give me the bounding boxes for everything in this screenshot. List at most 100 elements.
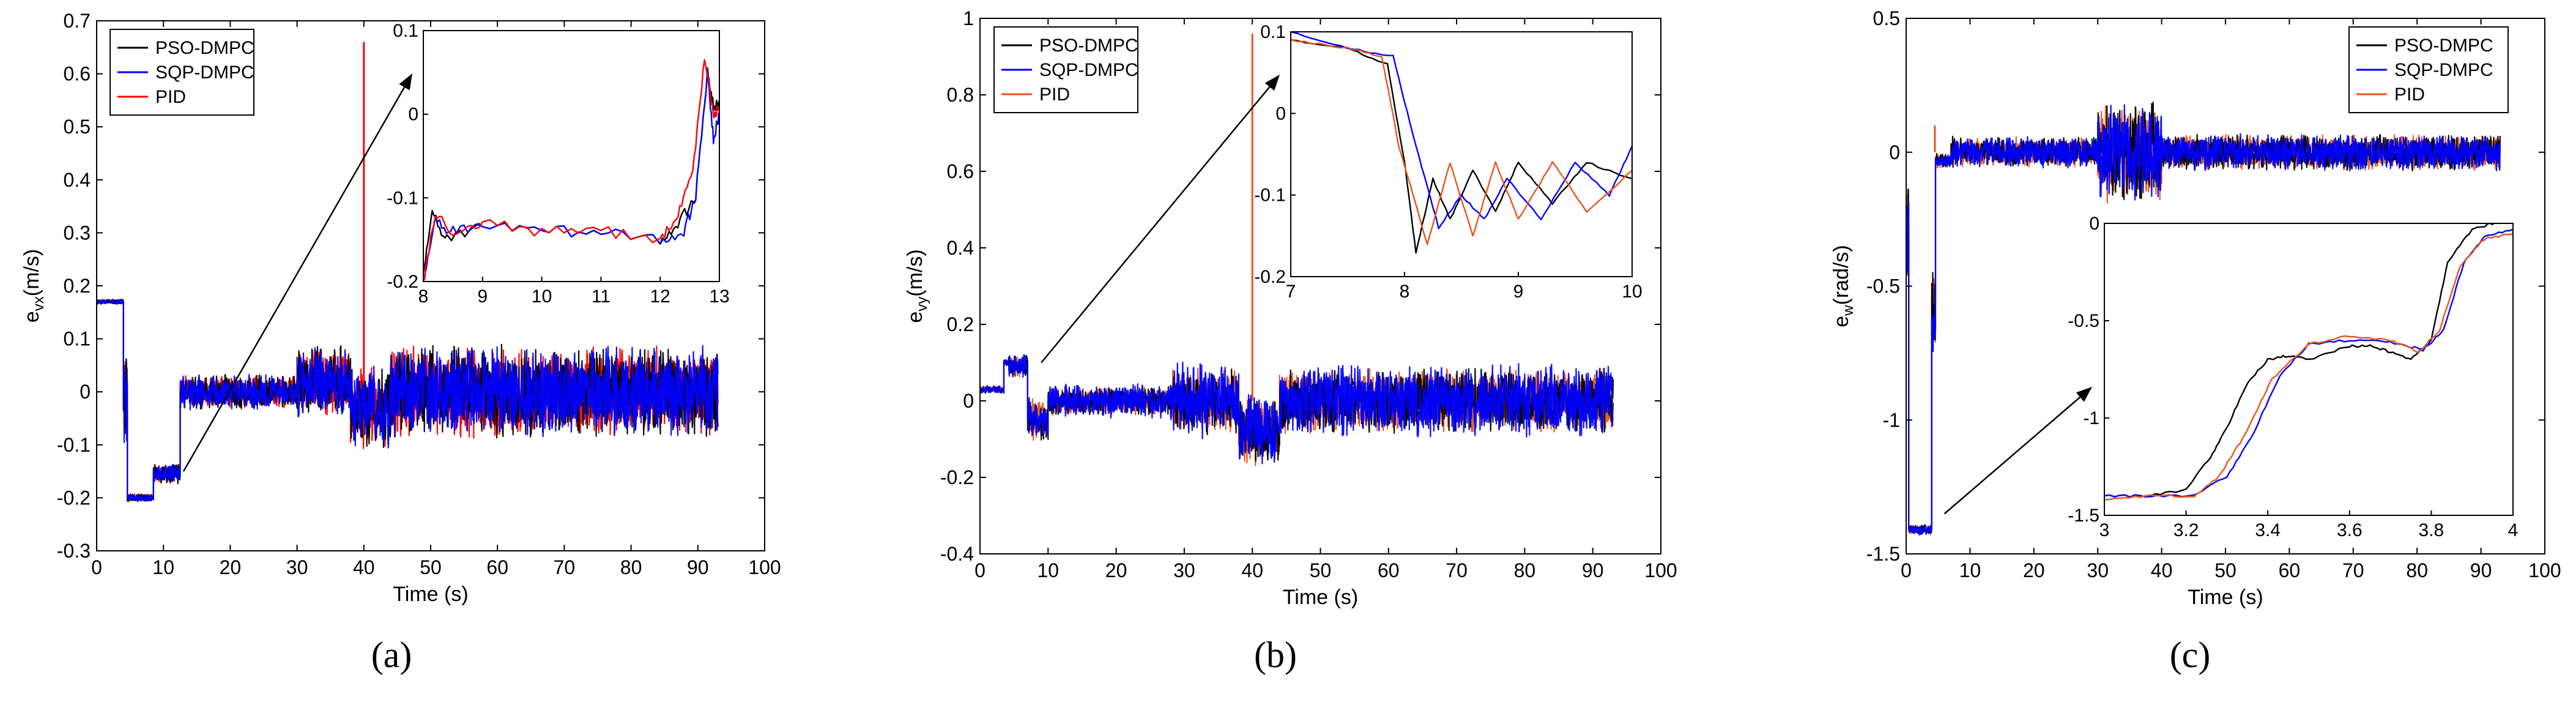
inset-y-tick-label: -1 [2083,408,2099,428]
inset-x-tick-label: 8 [1400,282,1410,302]
x-tick-label: 50 [2214,559,2236,581]
y-axis-label-unit: (m/s) [904,249,927,296]
x-tick-label: 30 [1173,559,1195,581]
y-tick-label: 0.2 [947,313,974,335]
inset-y-tick-label: -0.2 [1254,267,1286,287]
inset-plot: 8 9 10 11 12 13 -0.2 -0.1 0 0.1 [182,21,730,472]
zoom-arrow-head [2076,387,2092,402]
inset-series-group [423,59,719,282]
inset-y-tick-label: -1.5 [2068,506,2099,526]
y-axis-label-main: e [1830,316,1853,327]
y-tick-label: 0.5 [1873,7,1900,29]
legend: PSO-DMPC SQP-DMPC PID [109,29,254,116]
y-axis-label-subscript: w [1840,305,1857,316]
inset-x-tick-label: 12 [650,286,670,307]
inset-x-tick-label: 7 [1286,282,1296,302]
zoom-arrow [1943,392,2087,515]
y-tick-label: 0.6 [64,63,91,85]
y-axis-label: ew(rad/s) [1830,245,1857,327]
inset-line-pid [2104,232,2513,501]
inset-x-tick-label: 4 [2508,520,2518,540]
y-tick-label: 0 [1889,141,1900,163]
panel-caption: (c) [2170,635,2211,675]
chart-panel-a: 0 10 20 30 40 50 60 70 80 90 100-0.3-0.2-0.100.10.… [20,10,781,675]
inset-background [423,31,719,282]
inset-x-tick-label: 9 [477,286,488,307]
y-tick-label: -0.2 [940,466,974,488]
inset-x-tick-label: 3.4 [2255,520,2281,540]
series-group [97,42,719,502]
y-tick-label: 0.7 [64,10,91,32]
inset-x-tick-label: 11 [592,286,611,307]
x-tick-label: 30 [2087,559,2109,581]
y-tick-label: -0.2 [57,487,91,509]
y-tick-label: 0.1 [64,328,91,350]
series-group [1906,102,2501,536]
y-axis-label-main: e [904,312,927,323]
x-tick-label: 100 [748,556,781,578]
y-axis-label: evy(m/s) [904,249,930,323]
y-tick-label: 0.6 [947,160,974,182]
y-tick-label: 0 [963,390,974,412]
y-tick-label: -1.5 [1866,543,1900,565]
inset-x-tick-label: 3.8 [2419,520,2444,540]
x-tick-label: 0 [1901,559,1912,581]
y-tick-label: 0.2 [64,275,91,297]
y-tick-label: -0.3 [57,540,91,562]
y-axis-label-subscript: vy [914,297,930,312]
x-tick-label: 60 [486,556,508,578]
inset-background [2104,223,2513,515]
x-tick-label: 80 [620,556,642,578]
inset-series-group [2104,223,2513,501]
y-axis-label-main: e [20,311,43,323]
inset-x-tick-label: 10 [532,286,552,307]
zoom-arrow [182,80,409,472]
inset-x-tick-label: 3 [2099,520,2110,540]
y-tick-label: -0.5 [1866,275,1900,297]
y-tick-label: -1 [1883,409,1900,431]
y-axis-label-unit: (m/s) [20,249,43,296]
y-tick-label: 0.3 [64,222,91,244]
legend-label-pid: PID [155,87,186,107]
x-tick-label: 60 [2279,559,2301,581]
inset-y-tick-label: -0.5 [2068,311,2099,331]
inset-y-tick-label: 0.1 [393,21,418,41]
panel-caption: (a) [371,635,412,675]
x-tick-label: 10 [1959,559,1981,581]
x-tick-label: 70 [554,556,576,578]
y-tick-label: 1 [963,7,974,29]
y-tick-label: 0.8 [947,84,974,106]
series-line-sqp-dmpc [980,354,1614,465]
x-tick-label: 0 [91,556,102,578]
x-tick-label: 40 [2151,559,2173,581]
x-tick-label: 20 [2023,559,2045,581]
inset-box [2104,223,2514,516]
x-axis-label: Time (s) [393,583,468,606]
x-tick-label: 40 [1241,559,1263,581]
legend: PSO-DMPC SQP-DMPC PID [993,26,1138,113]
inset-x-tick-label: 3.2 [2173,520,2199,540]
x-axis-label: Time (s) [1283,586,1358,609]
x-tick-label: 20 [1105,559,1127,581]
zoom-arrow-head [1264,75,1280,91]
y-tick-label: 0 [80,381,91,403]
x-tick-label: 10 [152,556,174,578]
x-tick-label: 80 [2406,559,2428,581]
zoom-arrow [1041,80,1275,364]
x-axis-label: Time (s) [2188,586,2263,609]
x-tick-label: 70 [2342,559,2364,581]
x-tick-label: 80 [1514,559,1536,581]
x-tick-label: 10 [1037,559,1060,581]
inset-x-tick-label: 10 [1622,282,1642,302]
y-tick-label: 0.4 [947,237,974,259]
x-tick-label: 40 [353,556,375,578]
x-tick-label: 30 [286,556,308,578]
y-axis-label-subscript: vx [31,296,47,311]
legend-label-pid: PID [1039,84,1070,105]
inset-background [1291,32,1632,277]
y-axis-label-unit: (rad/s) [1830,245,1853,305]
inset-line-sqp-dmpc [1291,32,1632,230]
inset-y-tick-label: 0.1 [1260,22,1286,42]
legend-label-sqp-dmpc: SQP-DMPC [1039,60,1138,80]
